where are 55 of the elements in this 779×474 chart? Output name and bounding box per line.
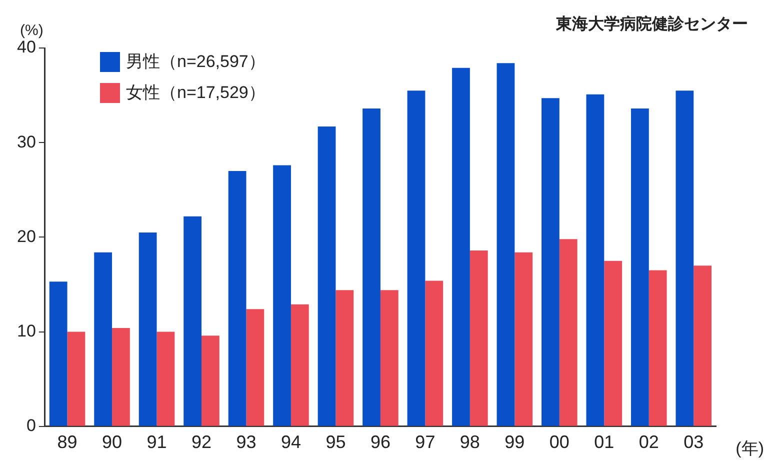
x-tick-label: 98 bbox=[460, 432, 480, 452]
bar bbox=[514, 252, 533, 426]
y-axis-title: (%) bbox=[20, 22, 44, 39]
x-tick-label: 99 bbox=[504, 432, 525, 452]
x-tick-label: 95 bbox=[326, 432, 346, 452]
bar bbox=[648, 270, 667, 426]
legend-label: 男性（n=26,597） bbox=[126, 51, 266, 73]
y-tick-label: 10 bbox=[16, 321, 36, 340]
bar bbox=[452, 68, 470, 426]
bar bbox=[604, 260, 622, 426]
bar bbox=[425, 280, 444, 426]
x-tick-label: 92 bbox=[191, 432, 212, 452]
bar bbox=[138, 232, 157, 426]
x-tick-label: 97 bbox=[415, 432, 436, 452]
x-tick-label: 93 bbox=[236, 432, 256, 452]
bar bbox=[380, 290, 398, 426]
bar bbox=[362, 108, 380, 426]
x-tick-label: 03 bbox=[684, 432, 704, 452]
x-tick-label: 01 bbox=[594, 432, 614, 452]
bar bbox=[156, 332, 175, 426]
bar bbox=[94, 252, 112, 426]
bar bbox=[470, 250, 488, 426]
bar bbox=[407, 90, 426, 426]
bar bbox=[273, 165, 291, 426]
x-tick-label: 94 bbox=[280, 432, 301, 452]
y-tick-label: 0 bbox=[26, 416, 36, 436]
x-tick-label: 91 bbox=[146, 432, 167, 452]
bar bbox=[694, 266, 712, 426]
y-tick-label: 30 bbox=[16, 132, 36, 152]
x-tick-label: 00 bbox=[549, 432, 570, 452]
legend-label: 女性（n=17,529） bbox=[126, 82, 266, 104]
bar bbox=[201, 336, 220, 426]
x-tick-label: 96 bbox=[370, 432, 390, 452]
y-tick-label: 20 bbox=[16, 226, 36, 246]
bar bbox=[228, 170, 246, 426]
bar bbox=[542, 98, 560, 426]
bar bbox=[336, 290, 354, 426]
bar bbox=[496, 63, 515, 426]
bar bbox=[112, 328, 130, 426]
bar bbox=[318, 126, 336, 426]
x-tick-label: 02 bbox=[638, 432, 659, 452]
x-axis-title: (年) bbox=[736, 438, 764, 460]
bar bbox=[67, 332, 86, 426]
bar bbox=[630, 108, 649, 426]
bar bbox=[676, 90, 694, 426]
bar bbox=[559, 239, 578, 426]
bar bbox=[290, 304, 309, 426]
y-tick-label: 40 bbox=[16, 38, 36, 57]
x-tick-label: 90 bbox=[102, 432, 122, 452]
bar bbox=[49, 282, 68, 426]
bar bbox=[586, 94, 604, 426]
bar bbox=[246, 309, 264, 426]
text: 東海大学病院健診センター bbox=[556, 14, 748, 35]
bar bbox=[184, 216, 202, 426]
x-tick-label: 89 bbox=[57, 432, 78, 452]
